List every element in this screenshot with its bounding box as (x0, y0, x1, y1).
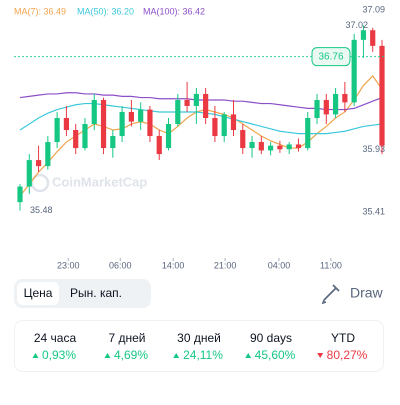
candle-body (221, 114, 227, 137)
draw-label[interactable]: Draw (350, 285, 384, 301)
tab[interactable]: Цена (24, 286, 53, 300)
x-tick-label: 06:00 (109, 260, 132, 270)
candle-body (119, 111, 125, 137)
candle-body (351, 39, 357, 103)
candle-body (193, 93, 199, 106)
candle-body (240, 130, 246, 149)
candle-body (360, 30, 367, 40)
draw-icon (321, 284, 340, 305)
candle-body (277, 145, 283, 150)
candle-body (203, 93, 209, 118)
low-label: 35.48 (30, 205, 53, 215)
last-price-label: 36.76 (318, 51, 343, 62)
ma-line (19, 102, 383, 135)
candle-body (332, 93, 339, 115)
x-tick-label: 14:00 (162, 260, 185, 270)
candle-body (342, 93, 348, 103)
candle-body (268, 145, 274, 151)
stat-period: 90 days (250, 331, 292, 345)
candle-body (63, 118, 70, 131)
stat-arrow (104, 353, 111, 358)
high-label: 37.02 (345, 20, 368, 30)
tab[interactable]: Рын. кап. (70, 286, 122, 300)
stat-period: 7 дней (108, 331, 145, 345)
candle-body (165, 124, 172, 149)
watermark-logo (30, 173, 50, 193)
candle-body (314, 99, 320, 118)
ma-line (19, 92, 383, 111)
candle-body (295, 144, 302, 149)
stat-arrow (173, 353, 180, 358)
candle-body (100, 99, 107, 149)
tab-active[interactable] (17, 282, 59, 305)
draw-button[interactable] (321, 284, 340, 305)
candle-body (323, 99, 329, 115)
candle-body (212, 118, 218, 137)
candle-body (230, 114, 237, 131)
candle-body (184, 99, 190, 106)
stat-change: 0,93% (42, 348, 76, 362)
candle-body (258, 142, 264, 151)
candle-body (175, 99, 181, 125)
last-price-badge (311, 47, 351, 67)
x-tick-label: 04:00 (268, 260, 291, 270)
candle-body (54, 118, 60, 143)
candle-body (91, 99, 97, 125)
stat-change: 80,27% (327, 348, 368, 362)
candle-body (305, 118, 311, 149)
candle-body (82, 124, 88, 149)
x-tick-label: 11:00 (320, 260, 342, 270)
stat-change: 24,11% (183, 348, 223, 362)
stat-change: 4,69% (114, 348, 148, 362)
candle-body (156, 136, 162, 155)
stat-period: 30 дней (177, 331, 221, 345)
legend-entry: MA(50): 36.20 (77, 6, 134, 16)
legend-entry: MA(100): 36.42 (143, 6, 205, 16)
candle-body (17, 186, 23, 203)
y-tick-label: 37.09 (362, 4, 385, 14)
x-tick-label: 23:00 (57, 260, 80, 270)
candle-body (26, 160, 32, 187)
stats-box (14, 320, 384, 372)
candle-body (45, 142, 51, 167)
stat-period: 24 часа (34, 331, 77, 345)
stat-arrow (32, 353, 39, 358)
candle-body (110, 136, 116, 149)
candle-body (147, 109, 153, 137)
candle-body (138, 109, 144, 122)
stat-arrow (317, 353, 324, 358)
ma-line (19, 74, 383, 197)
y-tick-label: 35.41 (362, 206, 385, 216)
watermark: CoinMarketCap (52, 174, 147, 189)
candle-body (249, 142, 255, 149)
x-tick-label: 21:00 (214, 260, 237, 270)
candle-body (35, 160, 42, 167)
legend-entry: MA(7): 36.49 (14, 6, 66, 16)
stat-arrow (245, 353, 252, 358)
candle-body (370, 30, 376, 46)
candle-body (128, 111, 134, 122)
candle-body (286, 144, 292, 150)
candle-body (379, 45, 385, 146)
candle-body (73, 130, 79, 149)
stat-period: YTD (331, 331, 355, 345)
stat-change: 45,60% (255, 348, 296, 362)
y-tick-label: 35.93 (362, 144, 385, 154)
